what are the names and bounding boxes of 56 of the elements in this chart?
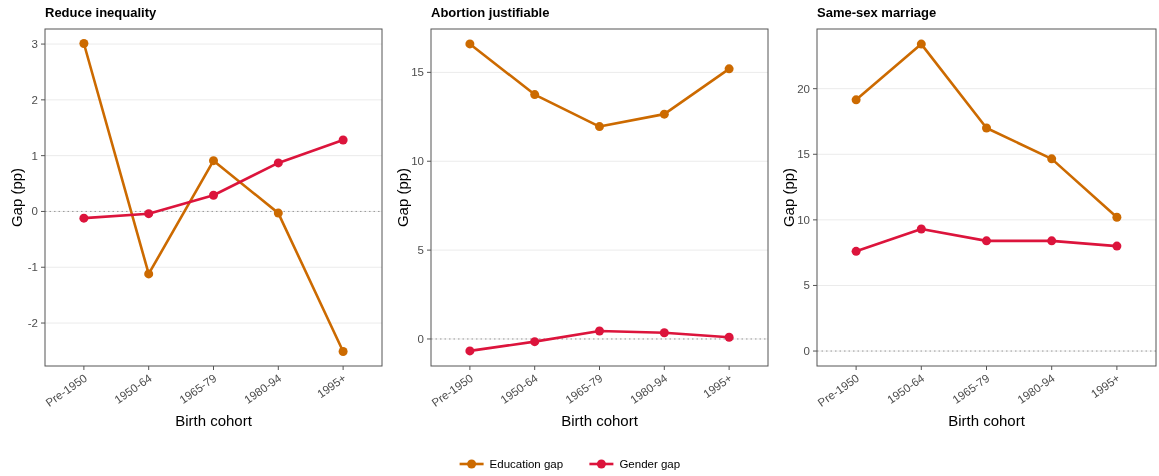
y-tick-label: 0	[31, 205, 38, 218]
y-tick-label: 10	[411, 155, 424, 168]
y-tick-label: 20	[797, 82, 810, 95]
y-tick-label: 2	[31, 93, 38, 106]
point	[144, 209, 154, 219]
y-tick-label: 15	[797, 148, 810, 161]
point	[851, 95, 861, 105]
point	[465, 346, 475, 356]
y-tick-label: 0	[417, 333, 424, 346]
point	[724, 332, 734, 342]
point	[724, 64, 734, 74]
chart-title: Abortion justifiable	[431, 5, 550, 20]
y-tick-label: 3	[31, 38, 38, 51]
y-tick-label: 10	[797, 213, 810, 226]
y-tick-label: 0	[803, 345, 810, 358]
point	[209, 156, 218, 166]
x-axis-title: Birth cohort	[175, 412, 253, 429]
point	[659, 109, 669, 119]
point	[273, 208, 283, 218]
point	[530, 337, 540, 347]
y-tick-label: 5	[417, 244, 424, 257]
point	[595, 326, 604, 336]
y-tick-label: -1	[27, 261, 38, 274]
y-axis-title: Gap (pp)	[394, 167, 411, 228]
y-tick-label: -2	[27, 317, 38, 330]
legend-label: Gender gap	[619, 458, 681, 471]
point	[916, 224, 926, 234]
point	[982, 236, 991, 246]
chart-title: Same-sex marriage	[817, 5, 937, 20]
x-axis-title: Birth cohort	[561, 412, 639, 429]
y-axis-title: Gap (pp)	[8, 167, 25, 228]
point	[916, 39, 926, 49]
point	[273, 158, 283, 168]
point	[1047, 236, 1057, 246]
chart-title: Reduce inequality	[45, 5, 158, 20]
point	[659, 328, 669, 338]
point	[79, 213, 89, 223]
point	[144, 269, 154, 279]
legend-label: Education gap	[489, 458, 564, 471]
point	[338, 346, 348, 356]
point	[1112, 241, 1122, 251]
point	[982, 123, 991, 133]
y-tick-label: 1	[31, 149, 38, 162]
point	[338, 135, 348, 145]
point	[465, 39, 475, 49]
point	[530, 90, 540, 100]
x-axis-title: Birth cohort	[948, 412, 1026, 429]
point	[79, 39, 89, 49]
point	[209, 190, 218, 200]
y-tick-label: 5	[803, 279, 810, 292]
point	[1112, 212, 1122, 222]
point	[1047, 154, 1057, 164]
point	[595, 122, 604, 132]
y-axis-title: Gap (pp)	[780, 167, 797, 228]
point	[851, 246, 861, 256]
y-tick-label: 15	[411, 66, 424, 79]
